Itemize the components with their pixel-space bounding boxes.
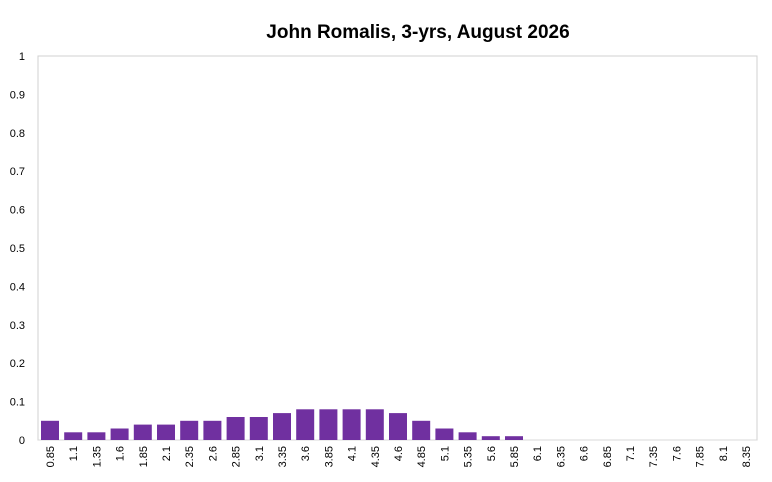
y-tick-label: 0.1: [10, 397, 25, 409]
bar: [319, 409, 338, 440]
x-tick-label: 7.35: [648, 446, 660, 467]
x-tick-label: 7.85: [695, 446, 707, 467]
x-tick-label: 3.1: [254, 446, 266, 461]
plot-area: [37, 55, 758, 441]
y-tick-label: 0.2: [10, 358, 25, 370]
x-tick-label: 5.1: [439, 446, 451, 461]
x-tick-label: 3.6: [300, 446, 312, 461]
x-tick-label: 6.1: [532, 446, 544, 461]
y-tick-label: 0.7: [10, 166, 25, 178]
bar: [365, 409, 384, 440]
bar: [273, 413, 291, 440]
bar-series: [41, 409, 523, 440]
y-tick-label: 0.6: [10, 205, 25, 217]
y-tick-label: 0.5: [10, 243, 25, 255]
x-tick-label: 8.35: [741, 446, 753, 467]
x-tick-label: 1.85: [138, 446, 150, 467]
chart-title: John Romalis, 3-yrs, August 2026: [266, 22, 569, 43]
bar: [412, 420, 431, 440]
x-tick-label: 8.1: [718, 446, 730, 461]
x-tick-label: 1.6: [115, 446, 127, 461]
bar: [203, 420, 222, 440]
y-tick-label: 0.3: [10, 320, 25, 332]
y-tick-label: 0: [19, 435, 25, 447]
x-tick-label: 7.1: [625, 446, 637, 461]
x-tick-label: 0.85: [45, 446, 57, 467]
bar: [249, 417, 268, 440]
bar: [110, 428, 129, 440]
x-tick-label: 6.6: [579, 446, 591, 461]
bar: [133, 424, 152, 440]
x-tick-label: 4.35: [370, 446, 382, 467]
bar: [389, 413, 407, 440]
bar: [505, 436, 523, 440]
x-tick-label: 3.85: [323, 446, 335, 467]
x-tick-label: 5.85: [509, 446, 521, 467]
x-tick-label: 2.85: [231, 446, 243, 467]
bar: [481, 436, 500, 440]
bar: [226, 417, 245, 440]
x-tick-label: 4.85: [416, 446, 428, 467]
x-tick-label: 6.35: [555, 446, 567, 467]
bar: [41, 420, 59, 440]
x-tick-label: 1.1: [68, 446, 80, 461]
x-tick-label: 4.1: [347, 446, 359, 461]
x-tick-label: 7.6: [671, 446, 683, 461]
bar: [157, 424, 175, 440]
y-tick-label: 0.8: [10, 128, 25, 140]
x-tick-label: 2.6: [207, 446, 219, 461]
x-axis: 0.85 1.1 1.35 1.6 1.85 2.1 2.35 2.6 2.85 3.1 3.35 3…: [45, 446, 753, 467]
y-tick-label: 0.4: [10, 281, 25, 293]
y-axis: 0 0.1 0.2 0.3 0.4 0.5 0.6 0.7 0.8 0.9 1: [10, 51, 25, 447]
bar: [87, 432, 106, 440]
bar: [435, 428, 454, 440]
bar: [458, 432, 477, 440]
x-tick-label: 5.6: [486, 446, 498, 461]
x-tick-label: 2.1: [161, 446, 173, 461]
bar: [180, 420, 199, 440]
x-tick-label: 2.35: [184, 446, 196, 467]
bar: [64, 432, 83, 440]
x-tick-label: 3.35: [277, 446, 289, 467]
y-tick-label: 1: [19, 51, 25, 63]
bar: [296, 409, 315, 440]
x-tick-label: 6.85: [602, 446, 614, 467]
x-tick-label: 5.35: [463, 446, 475, 467]
y-tick-label: 0.9: [10, 89, 25, 101]
x-tick-label: 1.35: [91, 446, 103, 467]
bar: [342, 409, 361, 440]
x-tick-label: 4.6: [393, 446, 405, 461]
